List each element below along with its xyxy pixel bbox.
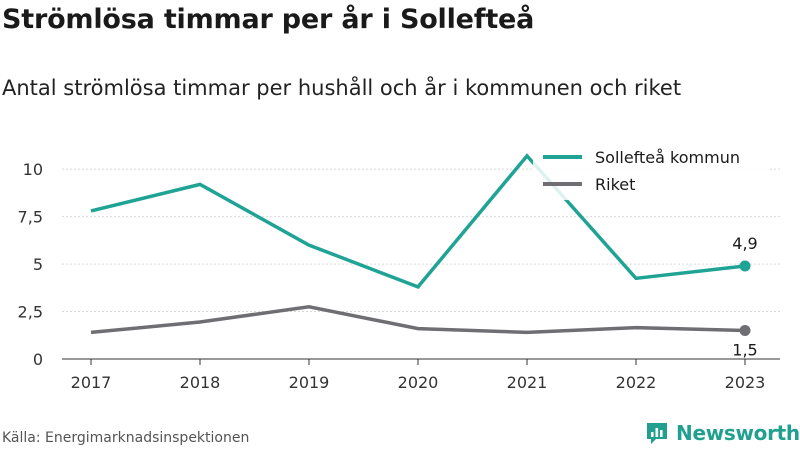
series-end-point xyxy=(739,260,751,272)
end-label-solleftea: 4,9 xyxy=(732,234,757,253)
x-tick-label: 2020 xyxy=(398,373,439,392)
series-line-riket xyxy=(90,305,746,335)
end-label-riket: 1,5 xyxy=(732,341,757,360)
legend-label: Riket xyxy=(595,175,635,194)
series-line-solleftea xyxy=(90,153,746,289)
source-note: Källa: Energimarknadsinspektionen xyxy=(2,430,250,446)
y-tick-label: 10 xyxy=(23,160,43,179)
legend: Sollefteå kommun Riket xyxy=(533,145,768,200)
x-tick-label: 2017 xyxy=(71,373,112,392)
x-tick-label: 2019 xyxy=(289,373,330,392)
y-tick-label: 5 xyxy=(33,255,43,274)
x-axis-ticks: 2017 2018 2019 2020 2021 2022 2023 xyxy=(71,359,766,392)
y-tick-label: 7,5 xyxy=(18,208,43,227)
brand-name: Newsworthy xyxy=(676,421,800,445)
y-tick-label: 2,5 xyxy=(18,303,43,322)
x-tick-label: 2018 xyxy=(180,373,221,392)
x-tick-label: 2022 xyxy=(616,373,657,392)
series-lines: 4,9 1,5 xyxy=(90,153,758,360)
chart-title: Strömlösa timmar per år i Sollefteå xyxy=(2,4,535,35)
x-tick-label: 2021 xyxy=(507,373,548,392)
brand-logo: Newsworthy xyxy=(644,420,800,446)
newsworthy-logo-icon xyxy=(647,423,667,444)
y-axis-ticks: 0 2,5 5 7,5 10 xyxy=(18,160,43,369)
y-tick-label: 0 xyxy=(33,350,43,369)
x-tick-label: 2023 xyxy=(725,373,766,392)
legend-label: Sollefteå kommun xyxy=(595,148,740,167)
series-end-point xyxy=(739,325,751,337)
legend-background xyxy=(533,145,768,200)
chart-subtitle: Antal strömlösa timmar per hushåll och å… xyxy=(2,76,682,100)
gridlines xyxy=(62,168,780,360)
